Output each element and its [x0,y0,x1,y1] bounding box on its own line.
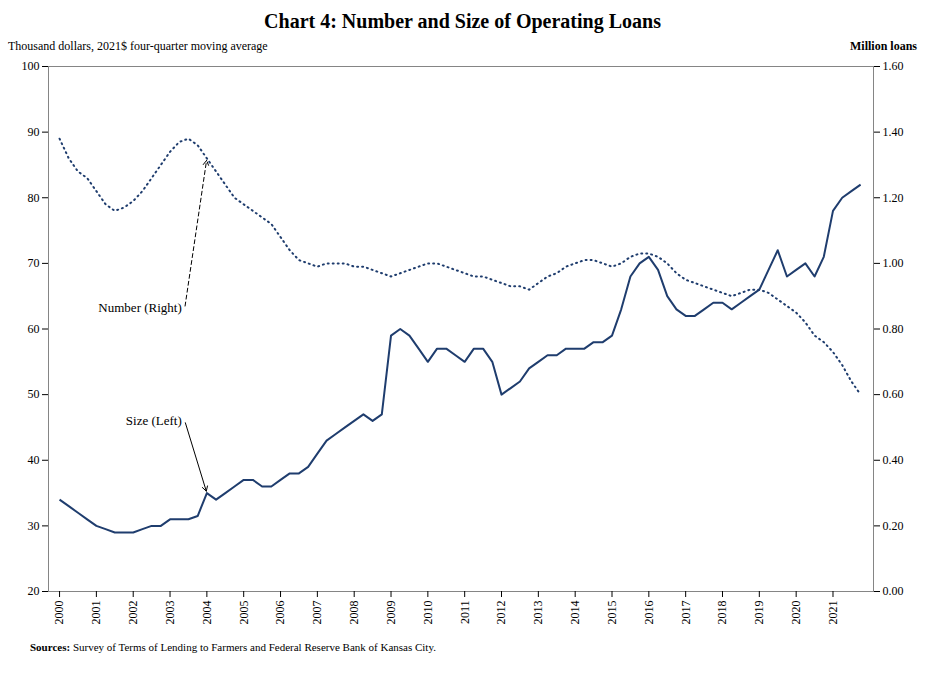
svg-text:2003: 2003 [163,601,177,625]
svg-text:0.60: 0.60 [883,387,904,401]
svg-text:2016: 2016 [642,601,656,625]
svg-text:Number (Right): Number (Right) [98,300,181,315]
svg-text:0.80: 0.80 [883,322,904,336]
svg-text:2018: 2018 [715,601,729,625]
svg-text:0.20: 0.20 [883,519,904,533]
svg-text:50: 50 [28,387,40,401]
svg-text:100: 100 [22,59,40,73]
svg-text:2006: 2006 [273,601,287,625]
svg-text:20: 20 [28,584,40,598]
svg-text:2012: 2012 [494,601,508,625]
svg-text:2017: 2017 [679,601,693,625]
svg-text:2005: 2005 [237,601,251,625]
svg-text:2015: 2015 [605,601,619,625]
svg-text:2014: 2014 [568,601,582,625]
svg-text:2008: 2008 [347,601,361,625]
svg-text:60: 60 [28,322,40,336]
svg-text:2019: 2019 [752,601,766,625]
svg-text:0.00: 0.00 [883,584,904,598]
svg-text:2007: 2007 [310,601,324,625]
html-text:Chart 4: Number and Size of Op: Chart 4: Number and Size of Operating Lo… [264,10,661,32]
html-text:Sources: Survey of Terms of Le: Sources: Survey of Terms of Lending to F… [30,641,436,653]
svg-text:70: 70 [28,256,40,270]
svg-text:1.20: 1.20 [883,191,904,205]
svg-text:2009: 2009 [384,601,398,625]
svg-text:2004: 2004 [200,601,214,625]
html-text:Million loans: Million loans [850,39,917,53]
svg-text:Size (Left): Size (Left) [126,413,182,428]
svg-text:2001: 2001 [89,601,103,625]
svg-text:2021: 2021 [826,601,840,625]
svg-text:0.40: 0.40 [883,453,904,467]
svg-text:2020: 2020 [789,601,803,625]
svg-text:2013: 2013 [531,601,545,625]
svg-text:1.60: 1.60 [883,59,904,73]
svg-text:80: 80 [28,191,40,205]
svg-text:2011: 2011 [458,601,472,625]
svg-text:2000: 2000 [52,601,66,625]
svg-text:1.40: 1.40 [883,125,904,139]
svg-text:2010: 2010 [421,601,435,625]
svg-text:30: 30 [28,519,40,533]
svg-text:1.00: 1.00 [883,256,904,270]
svg-text:90: 90 [28,125,40,139]
svg-text:40: 40 [28,453,40,467]
html-text:Thousand dollars, 2021$ four-q: Thousand dollars, 2021$ four-quarter mov… [8,39,268,53]
svg-text:2002: 2002 [126,601,140,625]
